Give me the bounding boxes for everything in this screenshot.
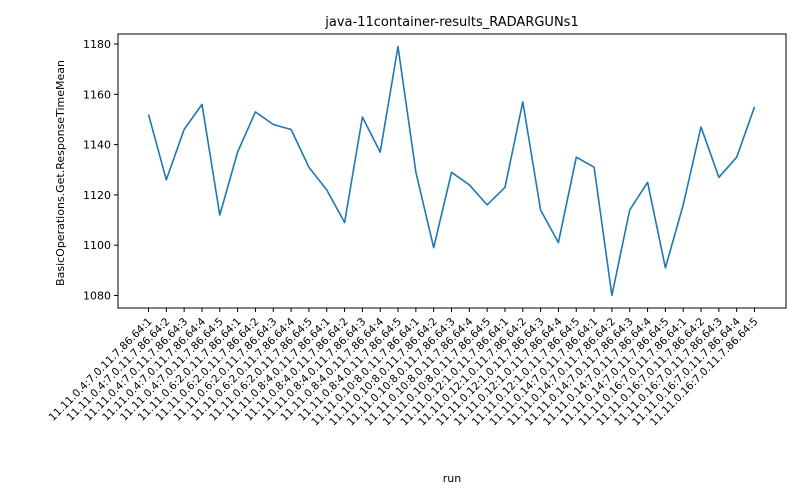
chart-title: java-11container-results_RADARGUNs1: [324, 15, 578, 30]
y-axis-label: BasicOperations.Get.ResponseTimeMean: [54, 60, 67, 286]
y-tick-label: 1140: [83, 139, 111, 152]
y-tick-label: 1120: [83, 189, 111, 202]
plot-frame: [117, 33, 787, 309]
y-tick-label: 1100: [83, 239, 111, 252]
y-tick-label: 1180: [83, 38, 111, 51]
x-axis-label: run: [443, 472, 461, 485]
plot-area: [147, 45, 756, 297]
y-tick-label: 1080: [83, 289, 111, 302]
series-line: [147, 45, 756, 297]
y-tick-label: 1160: [83, 88, 111, 101]
